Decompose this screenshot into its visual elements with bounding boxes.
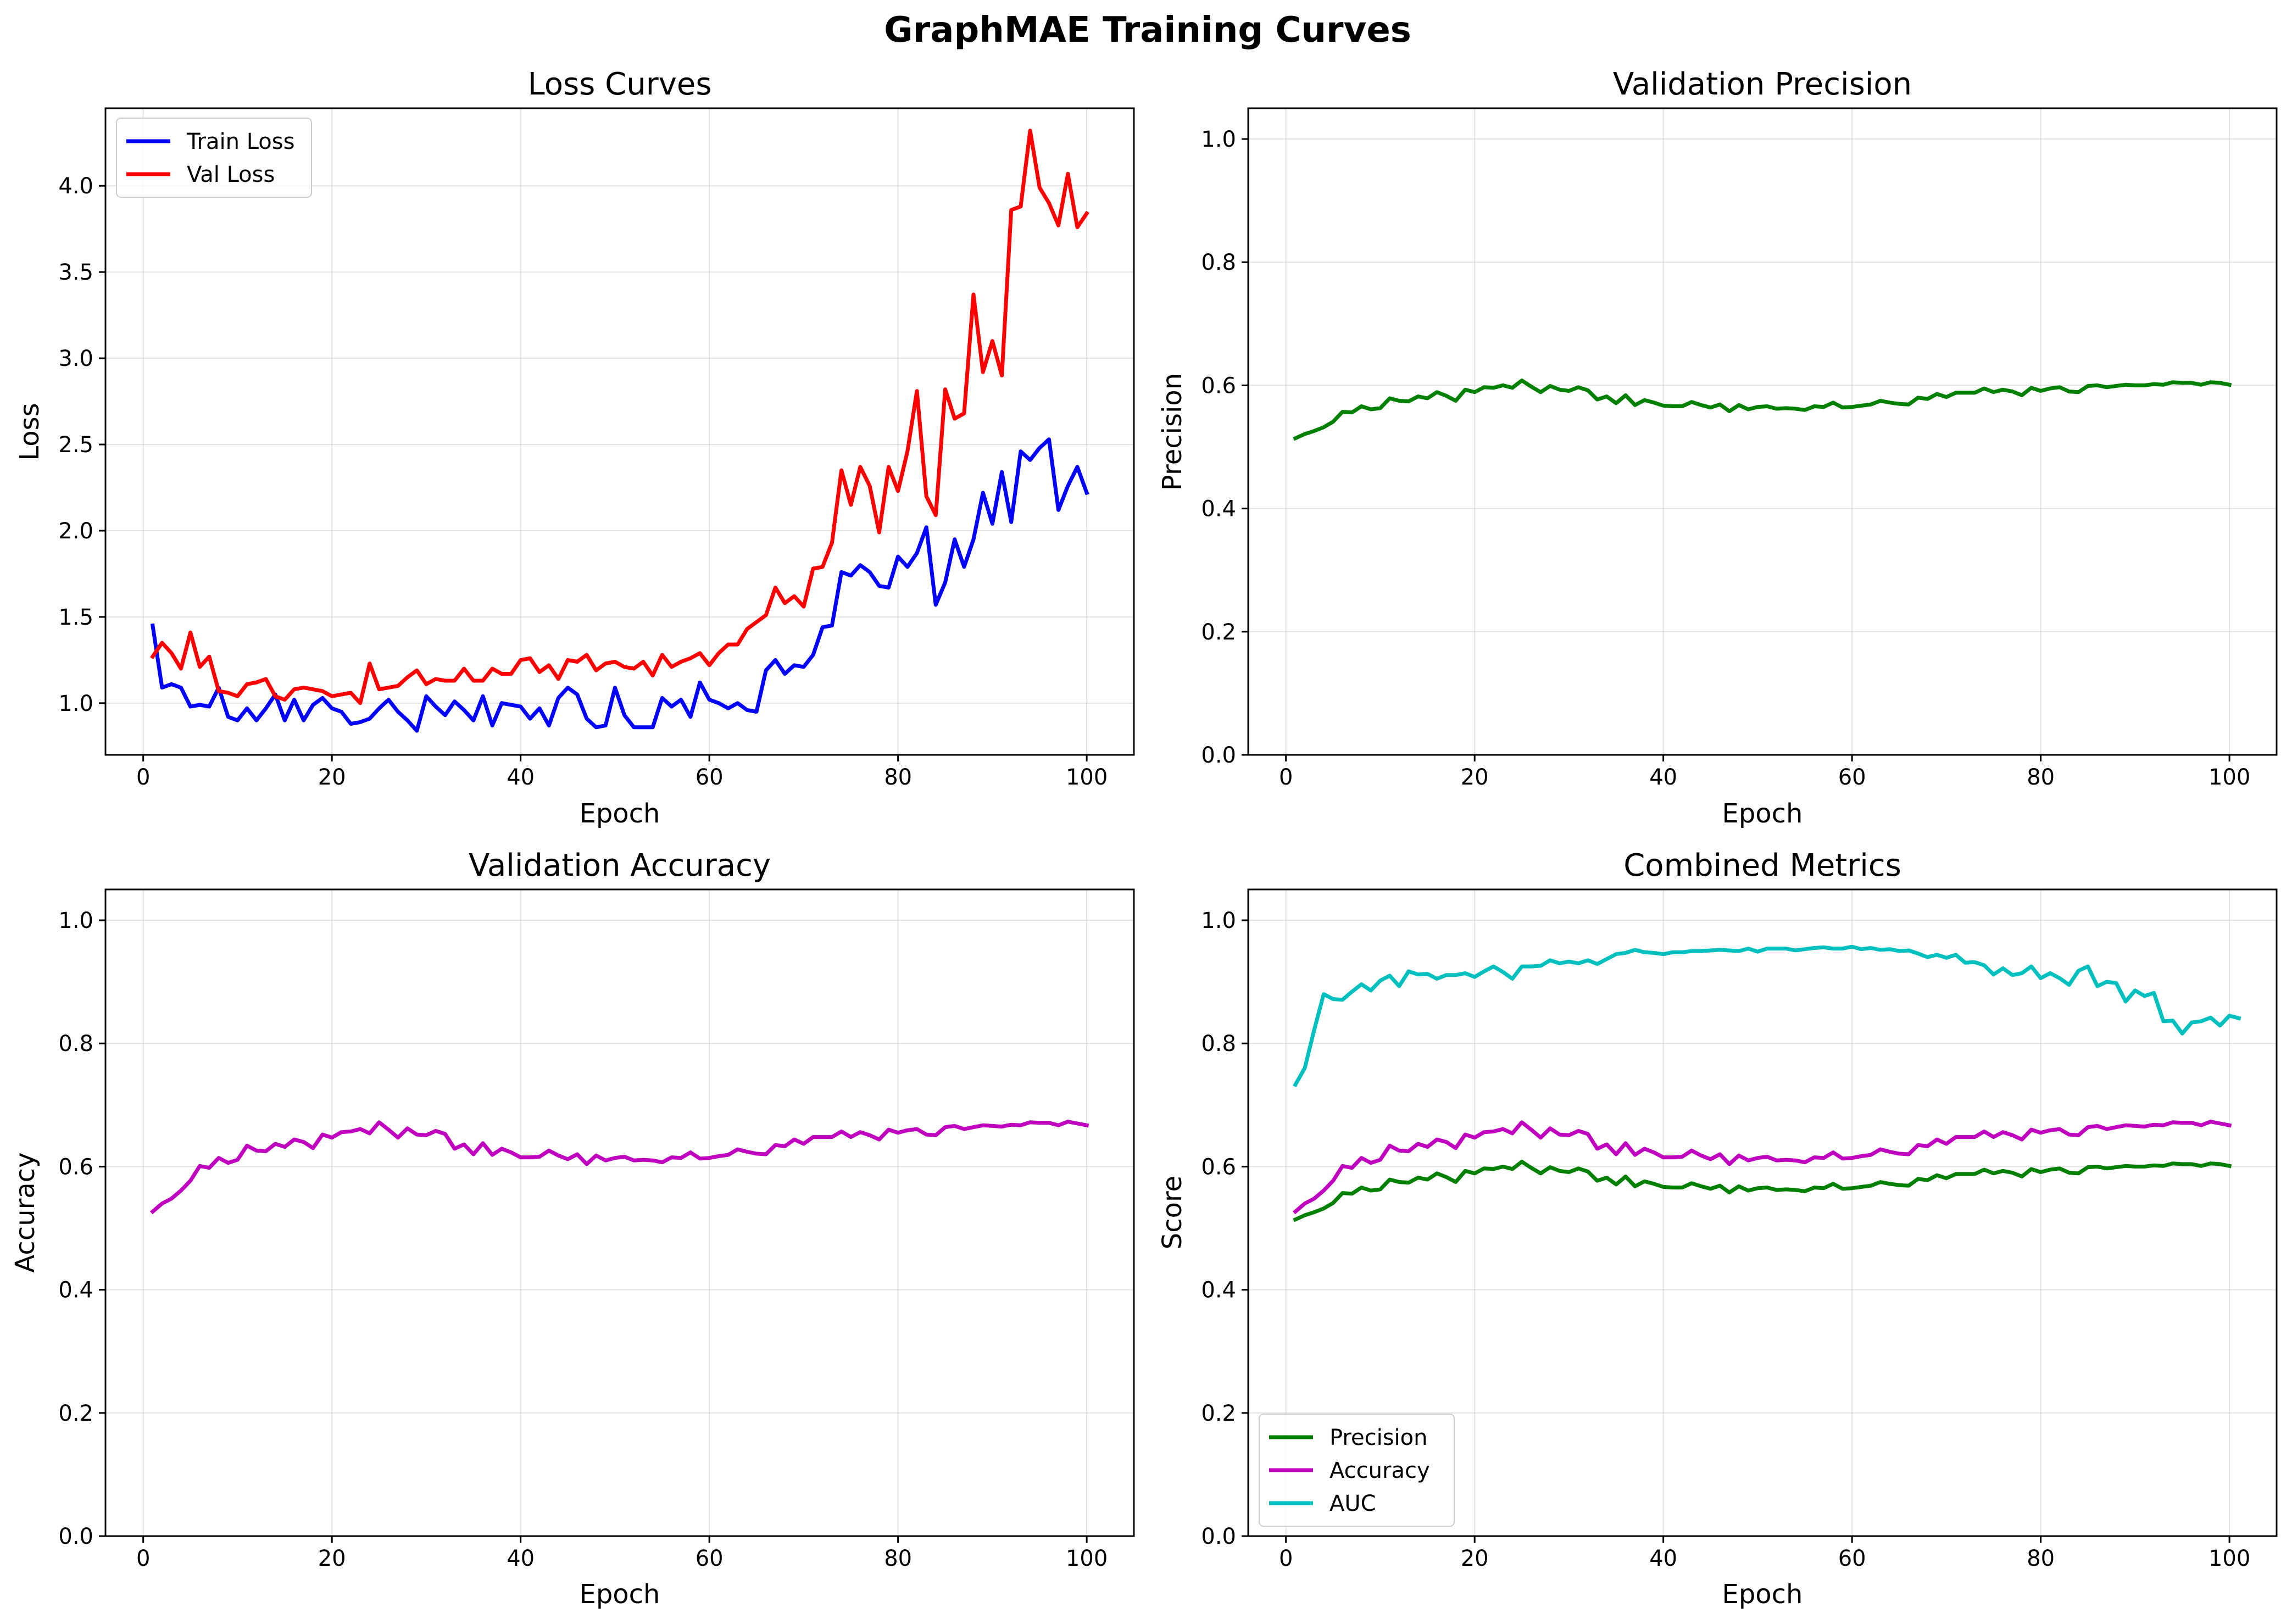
x-tick-label: 60 [696, 1546, 724, 1571]
y-tick-label: 0.4 [1201, 1278, 1236, 1303]
x-tick-label: 60 [696, 765, 724, 790]
x-tick-label: 0 [1279, 1546, 1293, 1571]
x-tick-label: 20 [318, 765, 346, 790]
axes-frame [1247, 888, 2278, 1537]
x-tick-label: 0 [136, 765, 150, 790]
y-axis-label-accuracy: Accuracy [10, 1152, 41, 1272]
x-tick-label: 20 [318, 1546, 346, 1571]
auc-series-line [1293, 944, 2241, 1088]
y-tick-label: 3.0 [58, 346, 93, 371]
y-tick-label: 0.0 [58, 1524, 93, 1549]
x-tick-label: 80 [884, 765, 912, 790]
legend-box [1259, 1414, 1455, 1527]
x-tick-label: 100 [1066, 1546, 1108, 1571]
panel-title-loss: Loss Curves [527, 66, 711, 102]
x-tick-label: 80 [2027, 1546, 2055, 1571]
y-tick-label: 0.4 [58, 1278, 93, 1303]
y-tick-label: 0.2 [1201, 1401, 1236, 1426]
axes-frame [104, 107, 1135, 756]
y-tick-label: 0.0 [1201, 743, 1236, 768]
x-axis-label-precision: Epoch [1722, 798, 1803, 829]
y-tick-label: 0.6 [58, 1154, 93, 1180]
y-tick-label: 0.8 [1201, 250, 1236, 275]
x-axis-label-loss: Epoch [580, 798, 660, 829]
y-tick-label: 0.2 [1201, 620, 1236, 645]
y-tick-label: 4.0 [58, 174, 93, 199]
y-tick-label: 0.0 [1201, 1524, 1236, 1549]
panel-title-precision: Validation Precision [1613, 66, 1912, 102]
x-tick-label: 40 [1649, 765, 1677, 790]
val-loss-series-line [150, 129, 1089, 705]
legend-label-precision: Precision [1329, 1425, 1427, 1450]
y-tick-label: 0.6 [1201, 373, 1236, 398]
legend-label-accuracy: Accuracy [1329, 1458, 1430, 1483]
validation-precision-panel: Validation Precision Epoch Precision 0 20… [1157, 66, 2278, 829]
x-tick-label: 40 [507, 1546, 535, 1571]
x-tick-label: 60 [1838, 1546, 1866, 1571]
y-axis-label-precision: Precision [1157, 373, 1188, 491]
y-tick-label: 0.6 [1201, 1154, 1236, 1180]
y-tick-label: 0.4 [1201, 497, 1236, 522]
x-axis-label-accuracy: Epoch [580, 1579, 660, 1610]
legend-label-val-loss: Val Loss [187, 162, 275, 187]
panel-title-combined: Combined Metrics [1623, 848, 1901, 883]
precision-series-line [1293, 1160, 2232, 1222]
x-axis-label-combined: Epoch [1722, 1579, 1803, 1610]
panel-title-accuracy: Validation Accuracy [469, 848, 771, 883]
loss-curves-panel: Loss Curves Epoch Loss 0 20 40 60 80 100 1.0 1.… [14, 66, 1135, 829]
x-tick-label: 0 [136, 1546, 150, 1571]
axes-frame [104, 888, 1135, 1537]
x-tick-label: 100 [2208, 1546, 2250, 1571]
y-tick-label: 1.5 [58, 605, 93, 630]
y-tick-label: 2.0 [58, 519, 93, 544]
combined-metrics-panel: Combined Metrics Epoch Score 0 20 40 60 80 10… [1157, 848, 2278, 1610]
x-tick-label: 80 [2027, 765, 2055, 790]
y-tick-label: 1.0 [58, 908, 93, 933]
x-tick-label: 40 [1649, 1546, 1677, 1571]
y-tick-label: 0.8 [1201, 1031, 1236, 1056]
precision-series-line [1293, 379, 2232, 441]
y-tick-label: 2.5 [58, 432, 93, 458]
accuracy-series-line [149, 1120, 1089, 1215]
y-tick-label: 0.2 [58, 1401, 93, 1426]
accuracy-series-line [1292, 1120, 2232, 1215]
legend-label-train-loss: Train Loss [186, 129, 294, 154]
axes-frame [1247, 107, 2278, 756]
train-loss-series-line [150, 437, 1089, 733]
legend-box [116, 118, 312, 198]
y-axis-label-loss: Loss [14, 403, 45, 460]
x-tick-label: 100 [1066, 765, 1108, 790]
x-tick-label: 80 [884, 1546, 912, 1571]
legend: Train Loss Val Loss [116, 118, 312, 198]
figure-title: GraphMAE Training Curves [884, 10, 1411, 51]
x-tick-label: 20 [1461, 765, 1489, 790]
legend: Precision Accuracy AUC [1259, 1414, 1455, 1527]
x-tick-label: 100 [2208, 765, 2250, 790]
x-tick-label: 40 [507, 765, 535, 790]
validation-accuracy-panel: Validation Accuracy Epoch Accuracy 0 20 40… [10, 848, 1135, 1610]
x-tick-label: 60 [1838, 765, 1866, 790]
x-tick-label: 0 [1279, 765, 1293, 790]
legend-label-auc: AUC [1329, 1491, 1376, 1516]
y-tick-label: 3.5 [58, 260, 93, 285]
y-tick-label: 0.8 [58, 1031, 93, 1056]
y-tick-label: 1.0 [58, 691, 93, 716]
y-tick-label: 1.0 [1201, 908, 1236, 933]
y-axis-label-combined: Score [1157, 1176, 1188, 1249]
y-tick-label: 1.0 [1201, 127, 1236, 152]
x-tick-label: 20 [1461, 1546, 1489, 1571]
